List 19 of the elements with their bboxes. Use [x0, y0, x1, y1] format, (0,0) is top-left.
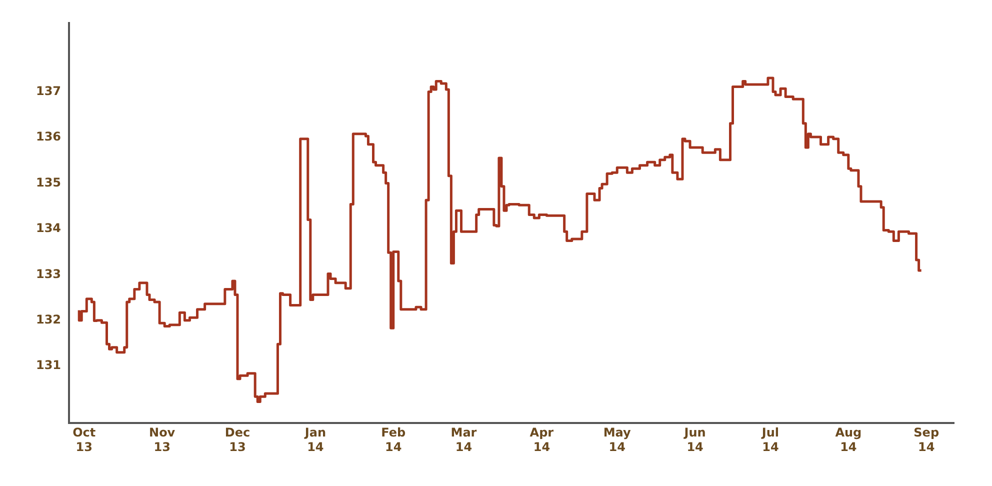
- x-tick-label: Feb 14: [381, 426, 406, 454]
- x-tick-label: Mar 14: [450, 426, 477, 454]
- y-tick-label: 135: [36, 175, 62, 190]
- y-tick-label: 133: [36, 266, 62, 281]
- x-tick-label: Jul 14: [760, 426, 780, 454]
- x-tick-label: Jun 14: [683, 426, 706, 454]
- x-tick-label: May 14: [603, 426, 632, 454]
- y-tick-label: 134: [36, 221, 62, 236]
- y-tick-label: 137: [36, 84, 62, 98]
- x-tick-label: Oct 13: [72, 426, 96, 454]
- y-tick-label: 132: [36, 312, 62, 326]
- y-tick-label: 131: [36, 358, 62, 372]
- x-tick-label: Dec 13: [224, 426, 250, 454]
- x-tick-label: Aug 14: [835, 426, 862, 454]
- x-tick-label: Jan 14: [304, 426, 326, 454]
- x-tick-label: Sep 14: [914, 426, 940, 454]
- y-tick-label: 136: [36, 130, 62, 144]
- x-tick-label: Apr 14: [530, 426, 554, 454]
- x-tick-label: Nov 13: [149, 426, 176, 454]
